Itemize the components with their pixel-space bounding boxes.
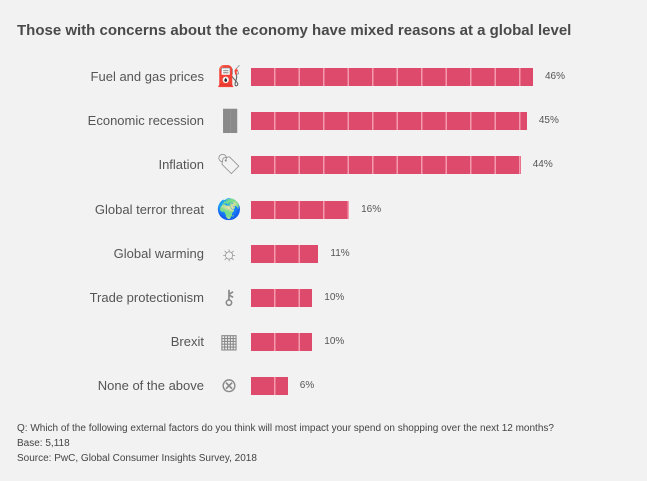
fuel-pump-icon: ⛽ — [216, 66, 242, 88]
category-label: Fuel and gas prices — [90, 69, 204, 84]
survey-question: Q: Which of the following external facto… — [17, 423, 554, 434]
bar-row: Global warming ☼ 11% — [0, 239, 647, 269]
value-label: 11% — [330, 247, 350, 259]
value-label: 10% — [324, 292, 345, 303]
bar — [251, 200, 350, 219]
bar-row: Economic recession ▐▌ 45% — [0, 106, 647, 136]
value-label: 10% — [324, 336, 345, 348]
bar-row: Trade protectionism ⚷ 10% — [0, 283, 647, 313]
value-label: 44% — [532, 159, 553, 171]
union-jack-flag-icon: ▦ — [219, 331, 239, 354]
category-label: None of the above — [97, 378, 204, 394]
bar — [251, 377, 288, 396]
sun-icon: ☼ — [219, 242, 239, 265]
bar — [251, 156, 521, 175]
bar-row: None of the above ⊗ 6% — [0, 371, 647, 401]
bar — [251, 112, 527, 131]
bar-row: Global terror threat 🌍 16% — [0, 195, 647, 225]
bar — [251, 244, 319, 263]
bar — [251, 333, 313, 352]
value-label: 45% — [538, 115, 559, 127]
value-label: 16% — [361, 203, 382, 215]
bar — [251, 289, 313, 307]
value-label: 46% — [545, 71, 566, 82]
price-tag-icon: 🏷 — [216, 154, 242, 177]
category-label: Global warming — [113, 245, 204, 261]
bar-chart-decline-icon: ▐▌ — [216, 110, 245, 133]
category-label: Trade protectionism — [89, 290, 204, 305]
chart-title: Those with concerns about the economy ha… — [17, 22, 572, 39]
bar-row: Inflation 🏷 44% — [0, 150, 647, 180]
bar — [251, 68, 533, 86]
category-label: Economic recession — [87, 113, 204, 129]
bar-row: Fuel and gas prices ⛽ 46% — [0, 62, 647, 92]
survey-base: Base: 5,118 — [17, 438, 70, 449]
globe-explosion-icon: 🌍 — [216, 198, 242, 221]
x-circle-icon: ⊗ — [220, 375, 238, 398]
bar-row: Brexit ▦ 10% — [0, 327, 647, 357]
source-note: Source: PwC, Global Consumer Insights Su… — [17, 453, 257, 464]
value-label: 6% — [299, 380, 315, 392]
category-label: Brexit — [170, 334, 204, 350]
key-icon: ⚷ — [221, 287, 237, 309]
category-label: Global terror threat — [94, 201, 204, 217]
category-label: Inflation — [158, 157, 204, 173]
